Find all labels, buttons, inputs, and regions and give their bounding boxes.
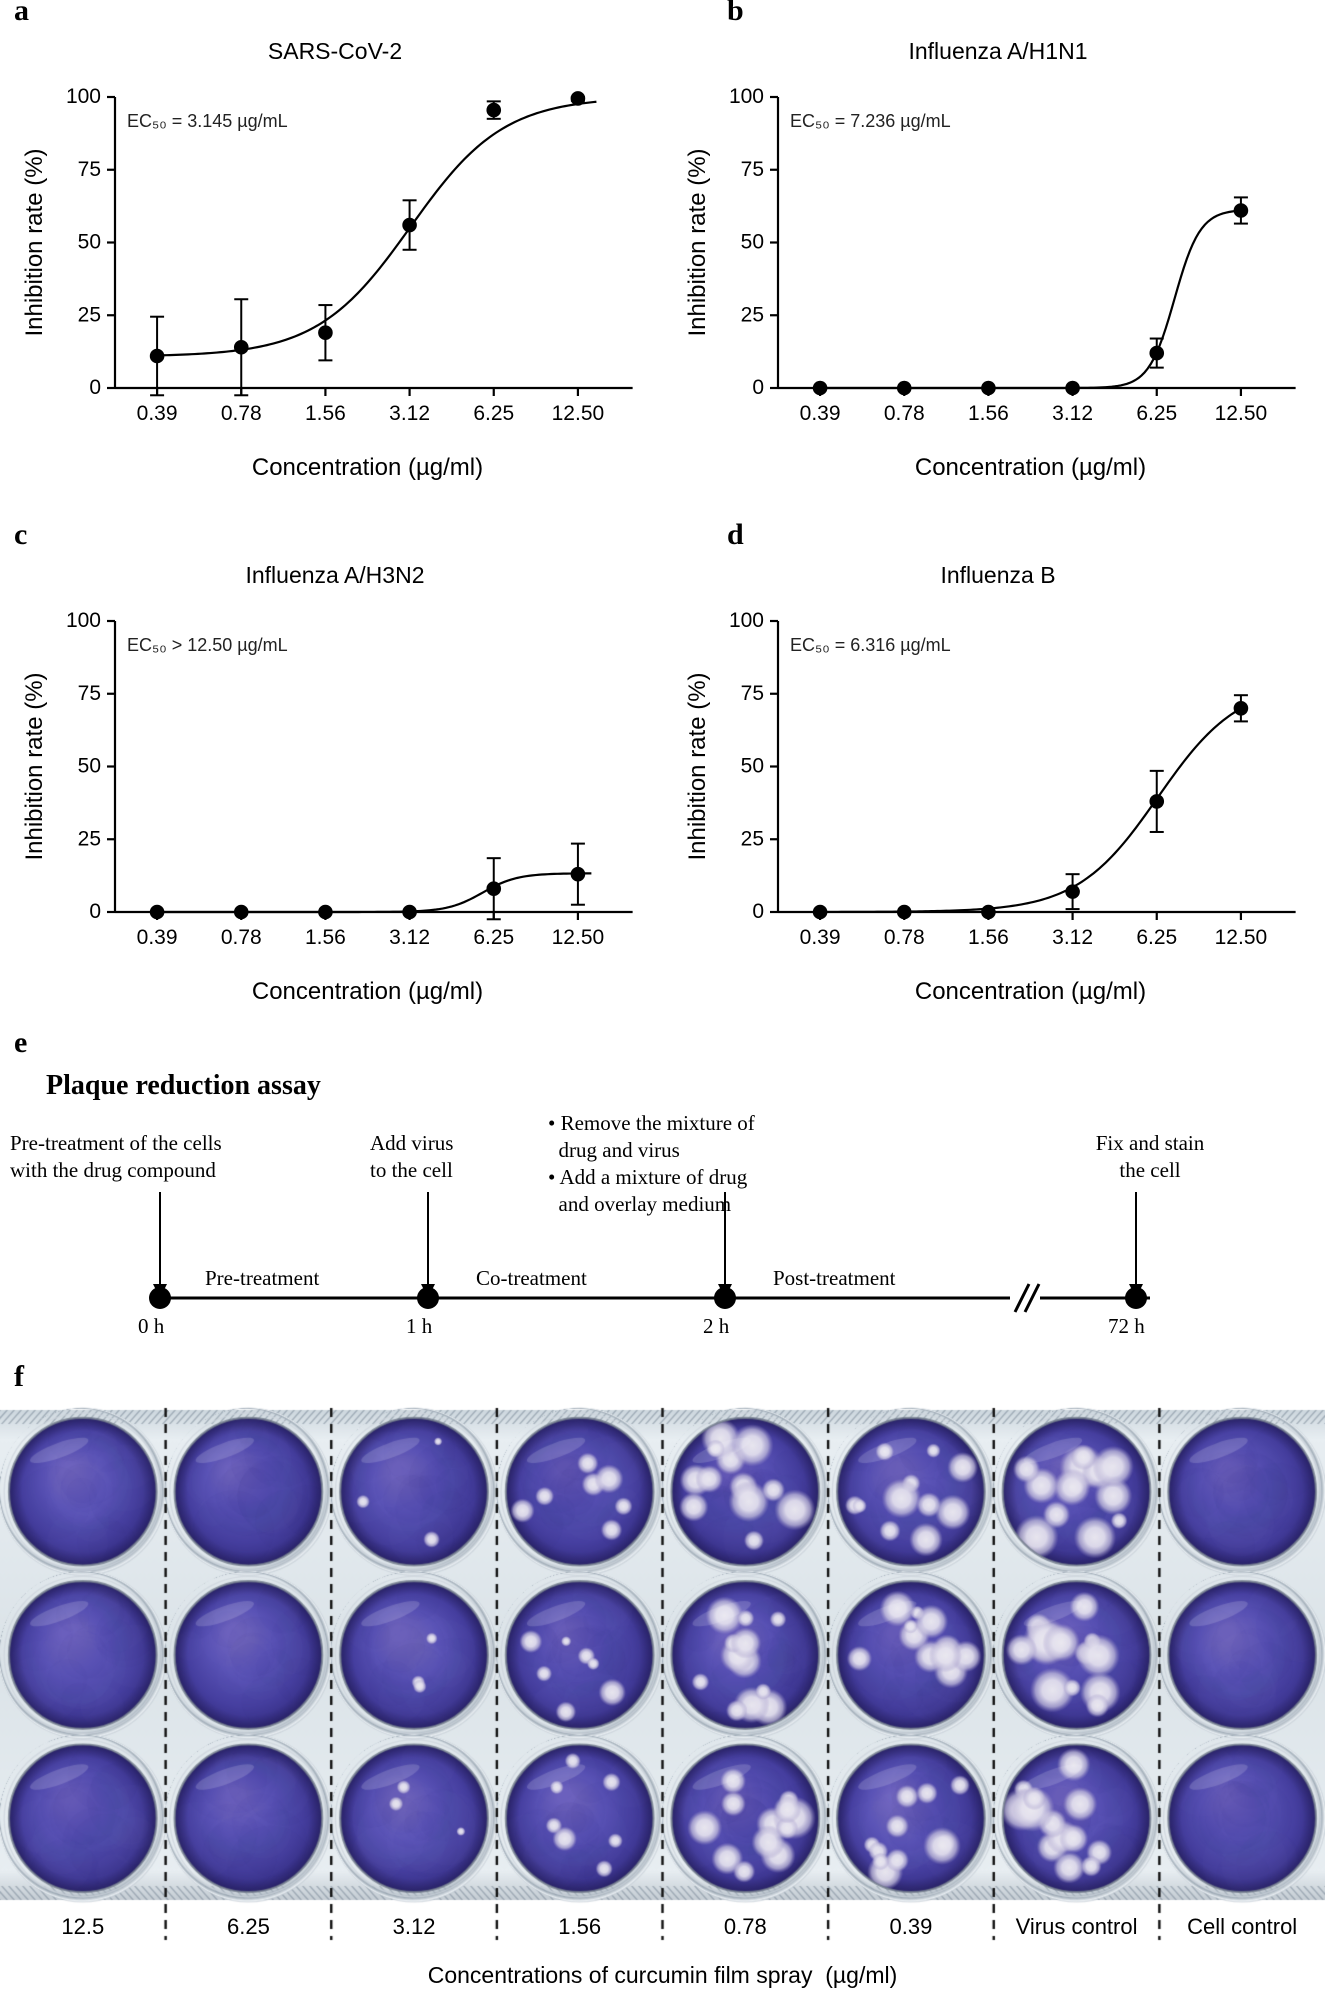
svg-text:Concentration (µg/ml): Concentration (µg/ml) xyxy=(915,978,1146,1005)
svg-text:25: 25 xyxy=(78,303,101,326)
svg-text:EC₅₀ = 6.316 µg/mL: EC₅₀ = 6.316 µg/mL xyxy=(790,635,951,655)
svg-text:EC₅₀ = 3.145 µg/mL: EC₅₀ = 3.145 µg/mL xyxy=(127,111,288,131)
svg-text:3.12: 3.12 xyxy=(389,926,430,949)
svg-text:3.12: 3.12 xyxy=(389,402,430,425)
svg-text:0: 0 xyxy=(752,900,764,923)
svg-text:50: 50 xyxy=(78,231,101,254)
svg-text:Influenza A/H3N2: Influenza A/H3N2 xyxy=(245,562,424,588)
svg-text:100: 100 xyxy=(729,609,764,632)
svg-text:75: 75 xyxy=(741,682,764,705)
svg-text:SARS-CoV-2: SARS-CoV-2 xyxy=(268,38,402,64)
svg-text:25: 25 xyxy=(741,303,764,326)
svg-text:Influenza B: Influenza B xyxy=(940,562,1055,588)
svg-text:0.39: 0.39 xyxy=(137,926,178,949)
svg-text:6.25: 6.25 xyxy=(1136,402,1177,425)
svg-text:EC₅₀ = 7.236 µg/mL: EC₅₀ = 7.236 µg/mL xyxy=(790,111,951,131)
svg-text:75: 75 xyxy=(78,682,101,705)
svg-text:75: 75 xyxy=(78,158,101,181)
svg-text:1.56: 1.56 xyxy=(305,926,346,949)
svg-text:EC₅₀ > 12.50 µg/mL: EC₅₀ > 12.50 µg/mL xyxy=(127,635,288,655)
svg-text:Concentration (µg/ml): Concentration (µg/ml) xyxy=(252,978,483,1005)
svg-text:0: 0 xyxy=(752,376,764,399)
svg-text:100: 100 xyxy=(66,85,101,108)
svg-text:Concentration (µg/ml): Concentration (µg/ml) xyxy=(252,454,483,481)
svg-text:0.78: 0.78 xyxy=(221,926,262,949)
svg-text:6.25: 6.25 xyxy=(1136,926,1177,949)
svg-text:0.78: 0.78 xyxy=(884,402,925,425)
svg-text:6.25: 6.25 xyxy=(473,926,514,949)
svg-text:50: 50 xyxy=(78,755,101,778)
svg-text:0.39: 0.39 xyxy=(137,402,178,425)
svg-text:Inhibition rate (%): Inhibition rate (%) xyxy=(684,148,711,336)
svg-text:Influenza A/H1N1: Influenza A/H1N1 xyxy=(908,38,1087,64)
svg-text:0.78: 0.78 xyxy=(884,926,925,949)
svg-text:25: 25 xyxy=(741,827,764,850)
svg-text:0.39: 0.39 xyxy=(800,926,841,949)
svg-text:Inhibition rate (%): Inhibition rate (%) xyxy=(21,148,48,336)
svg-text:1.56: 1.56 xyxy=(305,402,346,425)
svg-text:25: 25 xyxy=(78,827,101,850)
svg-text:1.56: 1.56 xyxy=(968,926,1009,949)
svg-text:100: 100 xyxy=(729,85,764,108)
svg-text:75: 75 xyxy=(741,158,764,181)
svg-text:3.12: 3.12 xyxy=(1052,402,1093,425)
svg-text:3.12: 3.12 xyxy=(1052,926,1093,949)
svg-text:0: 0 xyxy=(89,900,101,923)
svg-text:12.50: 12.50 xyxy=(1215,402,1268,425)
svg-text:6.25: 6.25 xyxy=(473,402,514,425)
svg-text:Concentration (µg/ml): Concentration (µg/ml) xyxy=(915,454,1146,481)
svg-text:1.56: 1.56 xyxy=(968,402,1009,425)
svg-text:Inhibition rate (%): Inhibition rate (%) xyxy=(21,672,48,860)
svg-text:0.78: 0.78 xyxy=(221,402,262,425)
svg-text:12.50: 12.50 xyxy=(552,402,605,425)
svg-text:100: 100 xyxy=(66,609,101,632)
svg-text:50: 50 xyxy=(741,755,764,778)
svg-text:50: 50 xyxy=(741,231,764,254)
svg-text:0: 0 xyxy=(89,376,101,399)
svg-text:12.50: 12.50 xyxy=(1215,926,1268,949)
svg-text:Inhibition rate (%): Inhibition rate (%) xyxy=(684,672,711,860)
svg-text:0.39: 0.39 xyxy=(800,402,841,425)
svg-text:12.50: 12.50 xyxy=(552,926,605,949)
